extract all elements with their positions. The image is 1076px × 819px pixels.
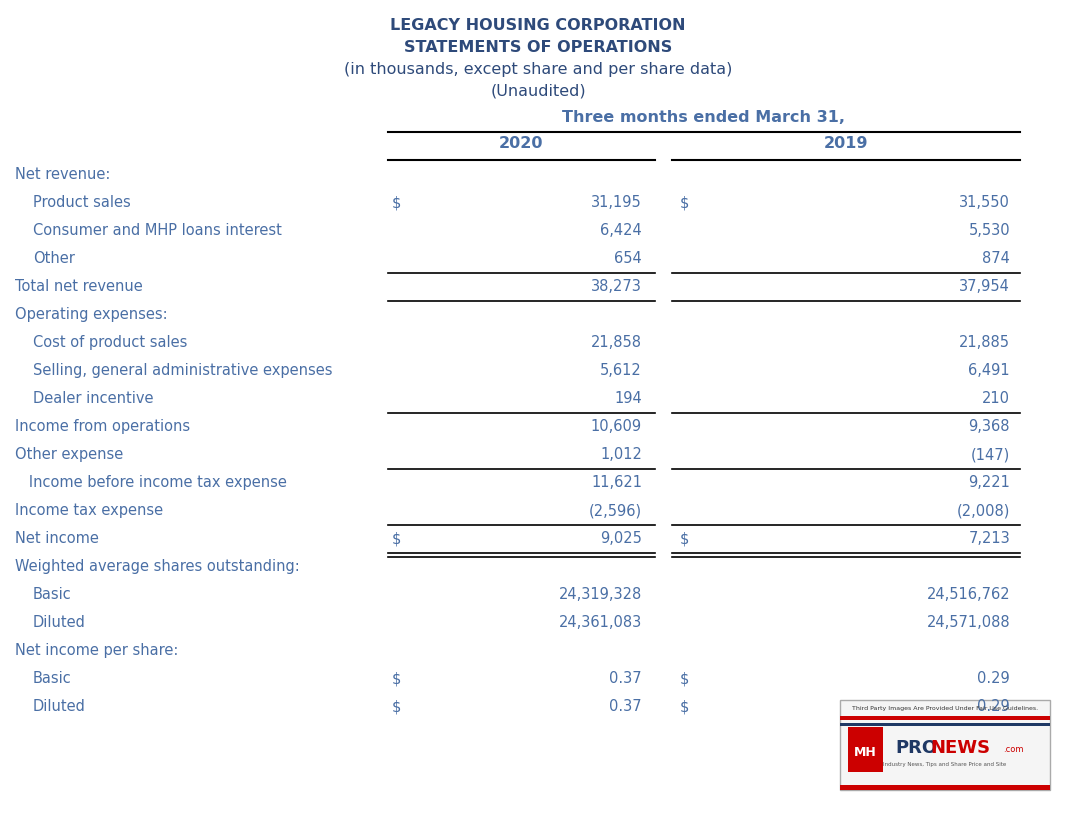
Text: 10,609: 10,609	[591, 419, 642, 434]
Text: Net revenue:: Net revenue:	[15, 167, 111, 182]
Bar	[840, 785, 1050, 790]
Text: 0.29: 0.29	[977, 671, 1010, 686]
Text: Total net revenue: Total net revenue	[15, 279, 143, 294]
Text: $: $	[392, 671, 401, 686]
Text: 11,621: 11,621	[591, 475, 642, 490]
Text: Weighted average shares outstanding:: Weighted average shares outstanding:	[15, 559, 300, 574]
Text: 24,319,328: 24,319,328	[558, 587, 642, 602]
Text: Diluted: Diluted	[33, 615, 86, 630]
Text: 5,530: 5,530	[968, 223, 1010, 238]
Text: Selling, general administrative expenses: Selling, general administrative expenses	[33, 363, 332, 378]
Text: 31,195: 31,195	[591, 195, 642, 210]
Text: Income from operations: Income from operations	[15, 419, 190, 434]
Text: 37,954: 37,954	[959, 279, 1010, 294]
Text: Dealer incentive: Dealer incentive	[33, 391, 154, 406]
Text: Consumer and MHP loans interest: Consumer and MHP loans interest	[33, 223, 282, 238]
Text: 2019: 2019	[824, 136, 868, 151]
Text: 654: 654	[614, 251, 642, 266]
Text: 9,221: 9,221	[968, 475, 1010, 490]
Text: 24,571,088: 24,571,088	[926, 615, 1010, 630]
Text: 9,025: 9,025	[600, 531, 642, 546]
Text: 9,368: 9,368	[968, 419, 1010, 434]
Text: NEWS: NEWS	[930, 739, 990, 757]
Text: Net income per share:: Net income per share:	[15, 643, 179, 658]
Text: 6,491: 6,491	[968, 363, 1010, 378]
Text: $: $	[392, 195, 401, 210]
Bar	[848, 727, 883, 772]
Text: Other: Other	[33, 251, 75, 266]
Text: (Unaudited): (Unaudited)	[491, 84, 585, 99]
Text: Operating expenses:: Operating expenses:	[15, 307, 168, 322]
Text: $: $	[392, 699, 401, 714]
Text: (2,008): (2,008)	[957, 503, 1010, 518]
Text: 874: 874	[982, 251, 1010, 266]
Text: $: $	[680, 531, 690, 546]
Text: Industry News, Tips and Share Price and Site: Industry News, Tips and Share Price and …	[883, 762, 1007, 767]
Text: (147): (147)	[971, 447, 1010, 462]
Text: 24,361,083: 24,361,083	[558, 615, 642, 630]
Bar	[840, 700, 1050, 790]
Text: Diluted: Diluted	[33, 699, 86, 714]
Text: Cost of product sales: Cost of product sales	[33, 335, 187, 350]
Text: 24,516,762: 24,516,762	[926, 587, 1010, 602]
Text: 31,550: 31,550	[959, 195, 1010, 210]
Text: 0.37: 0.37	[609, 699, 642, 714]
Text: PRO: PRO	[895, 739, 937, 757]
Text: 5,612: 5,612	[600, 363, 642, 378]
Text: 21,858: 21,858	[591, 335, 642, 350]
Text: $: $	[680, 699, 690, 714]
Text: Net income: Net income	[15, 531, 99, 546]
Text: (2,596): (2,596)	[589, 503, 642, 518]
Text: $: $	[680, 195, 690, 210]
Text: Income before income tax expense: Income before income tax expense	[15, 475, 287, 490]
Text: Product sales: Product sales	[33, 195, 131, 210]
Text: $: $	[392, 531, 401, 546]
Text: Basic: Basic	[33, 587, 72, 602]
Text: 7,213: 7,213	[968, 531, 1010, 546]
Text: $: $	[680, 671, 690, 686]
Text: 1,012: 1,012	[600, 447, 642, 462]
Text: .com: .com	[1003, 745, 1023, 754]
Text: Other expense: Other expense	[15, 447, 124, 462]
Text: LEGACY HOUSING CORPORATION: LEGACY HOUSING CORPORATION	[391, 18, 685, 33]
Text: 0.37: 0.37	[609, 671, 642, 686]
Text: 210: 210	[982, 391, 1010, 406]
Text: (in thousands, except share and per share data): (in thousands, except share and per shar…	[344, 62, 732, 77]
Text: Third Party Images Are Provided Under Fair Use Guidelines.: Third Party Images Are Provided Under Fa…	[852, 706, 1038, 711]
Text: 0.29: 0.29	[977, 699, 1010, 714]
Text: STATEMENTS OF OPERATIONS: STATEMENTS OF OPERATIONS	[404, 40, 672, 55]
Text: 194: 194	[614, 391, 642, 406]
Text: Income tax expense: Income tax expense	[15, 503, 164, 518]
Text: 21,885: 21,885	[959, 335, 1010, 350]
Text: 2020: 2020	[499, 136, 543, 151]
Text: MH: MH	[853, 745, 876, 758]
Text: 6,424: 6,424	[600, 223, 642, 238]
Bar	[840, 716, 1050, 720]
Text: Basic: Basic	[33, 671, 72, 686]
Text: 38,273: 38,273	[591, 279, 642, 294]
Bar	[840, 723, 1050, 726]
Text: Three months ended March 31,: Three months ended March 31,	[563, 110, 846, 125]
